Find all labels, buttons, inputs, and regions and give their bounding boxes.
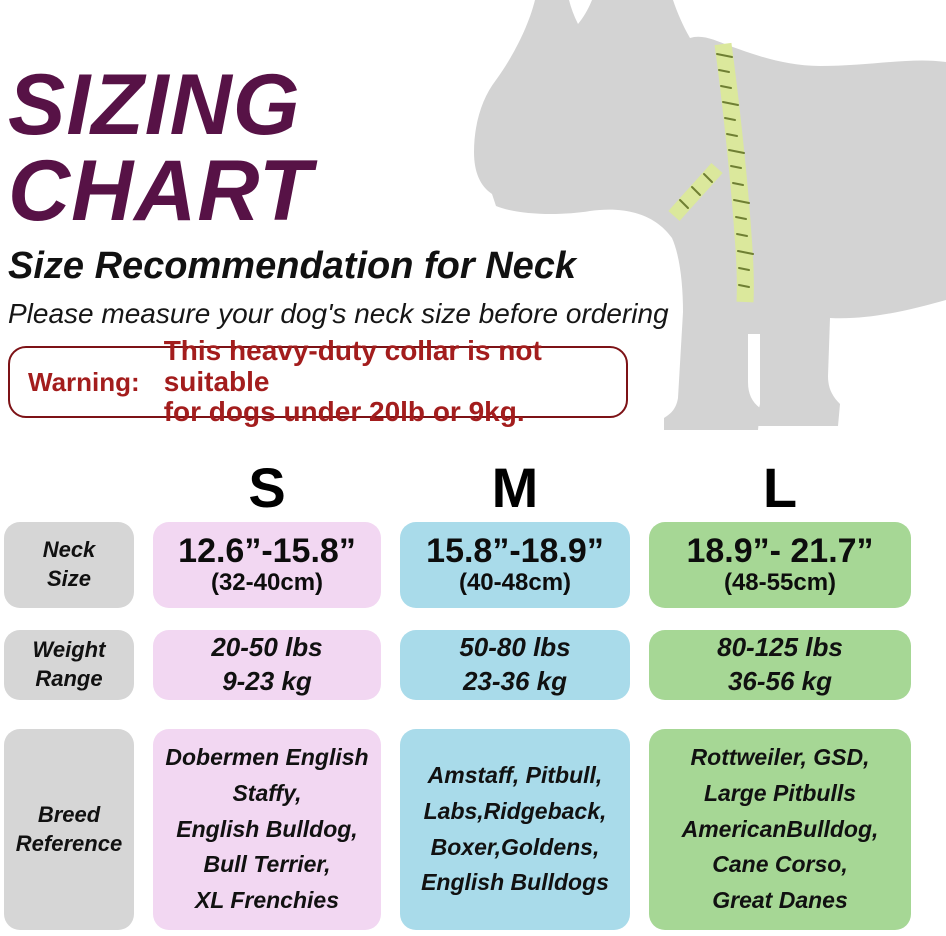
row-label-breed-reference: Breed Reference bbox=[4, 729, 134, 930]
dog-body-shape bbox=[474, 0, 946, 430]
cell-weight-range-l: 80-125 lbs 36-56 kg bbox=[649, 630, 911, 700]
page-title: SIZING CHART bbox=[8, 62, 312, 234]
cell-weight-range-s: 20-50 lbs 9-23 kg bbox=[153, 630, 381, 700]
row-label-weight-range: Weight Range bbox=[4, 630, 134, 700]
cell-breed-reference-m: Amstaff, Pitbull, Labs,Ridgeback, Boxer,… bbox=[400, 729, 630, 930]
page-subtitle: Size Recommendation for Neck bbox=[8, 245, 577, 287]
neck-size-l-inches: 18.9”- 21.7” bbox=[686, 531, 874, 570]
page-title-line1: SIZING bbox=[8, 57, 301, 153]
dog-illustration-container bbox=[440, 0, 946, 440]
neck-size-m-inches: 15.8”-18.9” bbox=[426, 531, 604, 570]
column-header-s: S bbox=[248, 456, 286, 519]
measure-note: Please measure your dog's neck size befo… bbox=[8, 298, 669, 329]
cell-breed-reference-l: Rottweiler, GSD, Large Pitbulls American… bbox=[649, 729, 911, 930]
cell-neck-size-s: 12.6”-15.8” (32-40cm) bbox=[153, 522, 381, 608]
neck-size-m-cm: (40-48cm) bbox=[458, 569, 572, 597]
warning-box: Warning: This heavy-duty collar is not s… bbox=[8, 335, 628, 427]
cell-neck-size-m: 15.8”-18.9” (40-48cm) bbox=[400, 522, 630, 608]
warning-label: Warning: bbox=[28, 366, 140, 397]
size-table: S M L Neck Size 12.6”-15.8” (32-40cm) 15… bbox=[4, 452, 911, 930]
tape-tick-marks bbox=[679, 53, 754, 288]
neck-size-l-cm: (48-55cm) bbox=[723, 569, 837, 597]
cell-weight-range-m: 50-80 lbs 23-36 kg bbox=[400, 630, 630, 700]
warning-message: This heavy-duty collar is not suitable f… bbox=[163, 334, 542, 428]
dog-silhouette-illustration bbox=[474, 0, 946, 430]
row-label-neck-size: Neck Size bbox=[4, 522, 134, 608]
neck-size-s-inches: 12.6”-15.8” bbox=[178, 531, 356, 570]
measuring-tape-icon bbox=[668, 42, 754, 303]
column-header-m: M bbox=[491, 456, 539, 519]
cell-neck-size-l: 18.9”- 21.7” (48-55cm) bbox=[649, 522, 911, 608]
cell-breed-reference-s: Dobermen English Staffy, English Bulldog… bbox=[153, 729, 381, 930]
column-header-l: L bbox=[762, 456, 798, 519]
page-title-line2: CHART bbox=[8, 143, 313, 239]
neck-size-s-cm: (32-40cm) bbox=[210, 569, 324, 597]
